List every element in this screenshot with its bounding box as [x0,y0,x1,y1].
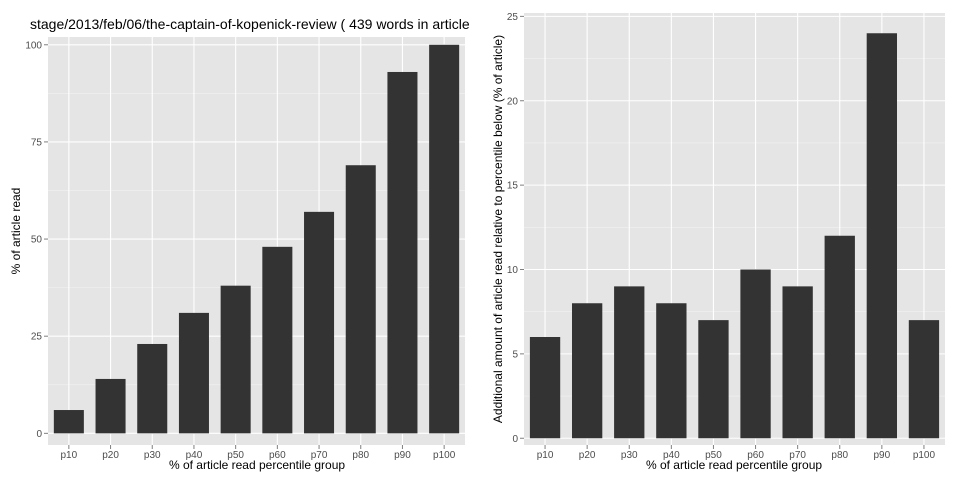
chart-right-bar-p30 [614,286,645,439]
chart-right-y-tick-label: 20 [507,96,519,107]
chart-right-x-tick-label: p50 [705,450,722,461]
chart-right-bar-p10 [529,337,561,439]
chart-right-x-tick-label: p40 [663,450,680,461]
chart-right-bar-p100 [908,320,940,439]
chart-left-bar-p30 [137,343,168,434]
chart-right-x-tick-label: p20 [579,450,596,461]
chart-right-bar-p40 [656,303,687,439]
chart-left-x-tick-label: p90 [394,450,411,461]
chart-right-x-tick-label: p60 [747,450,764,461]
chart-left-x-tick-label: p50 [227,450,244,461]
chart-left-x-tick-label: p30 [144,450,161,461]
chart-right-y-axis-title: Additional amount of article read relati… [491,35,505,423]
chart-left-bar-p20 [95,378,126,434]
chart-right-bar-p20 [571,303,603,439]
chart-right-bar-p80 [824,235,855,439]
chart-right-bar-p70 [782,286,813,439]
chart-left-x-tick-label: p20 [102,450,119,461]
chart-left-x-tick-label: p80 [352,450,369,461]
chart-right-y-tick-label: 5 [512,349,518,360]
chart-right-bar-p90 [866,33,898,439]
chart-left-y-tick-label: 75 [31,137,43,148]
chart-left-y-tick-label: 100 [25,40,42,51]
chart-right-x-tick-label: p70 [789,450,806,461]
chart-right-y-tick-label: 10 [507,265,519,276]
chart-left-bar-p10 [53,410,84,434]
chart-left-x-tick-label: p100 [433,450,456,461]
chart-left-bar-p90 [387,71,418,434]
chart-right-x-tick-label: p90 [874,450,891,461]
chart-left: stage/2013/feb/06/the-captain-of-kopenic… [9,16,470,472]
chart-right-y-tick-label: 15 [507,181,519,192]
chart-left-x-tick-label: p70 [311,450,328,461]
chart-left-y-tick-label: 0 [36,429,42,440]
chart-right-x-tick-label: p100 [913,450,936,461]
chart-left-title: stage/2013/feb/06/the-captain-of-kopenic… [30,16,470,32]
chart-left-bar-p80 [345,165,376,434]
chart-right-bar-p50 [698,320,729,439]
chart-right-bar-p60 [740,269,771,439]
chart-right-y-tick-label: 25 [507,12,519,23]
chart-right: % of article read percentile group Addit… [491,12,945,472]
chart-left-y-tick-label: 50 [31,235,43,246]
chart-left-y-tick-label: 25 [31,332,43,343]
chart-left-bar-p100 [429,44,460,434]
chart-left-bar-p40 [178,312,209,434]
chart-right-x-axis-title: % of article read percentile group [646,458,822,472]
chart-left-x-tick-label: p10 [61,450,78,461]
chart-right-x-tick-label: p10 [537,450,554,461]
chart-right-x-tick-label: p30 [621,450,638,461]
chart-left-x-tick-label: p60 [269,450,286,461]
chart-right-y-tick-label: 0 [512,434,518,445]
chart-left-bar-p60 [262,246,293,434]
chart-left-bar-p70 [304,211,335,434]
chart-left-x-tick-label: p40 [186,450,203,461]
chart-left-bar-p50 [220,285,251,434]
chart-right-x-tick-label: p80 [831,450,848,461]
chart-left-x-axis-title: % of article read percentile group [169,458,345,472]
chart-left-y-axis-title: % of article read [9,188,23,275]
